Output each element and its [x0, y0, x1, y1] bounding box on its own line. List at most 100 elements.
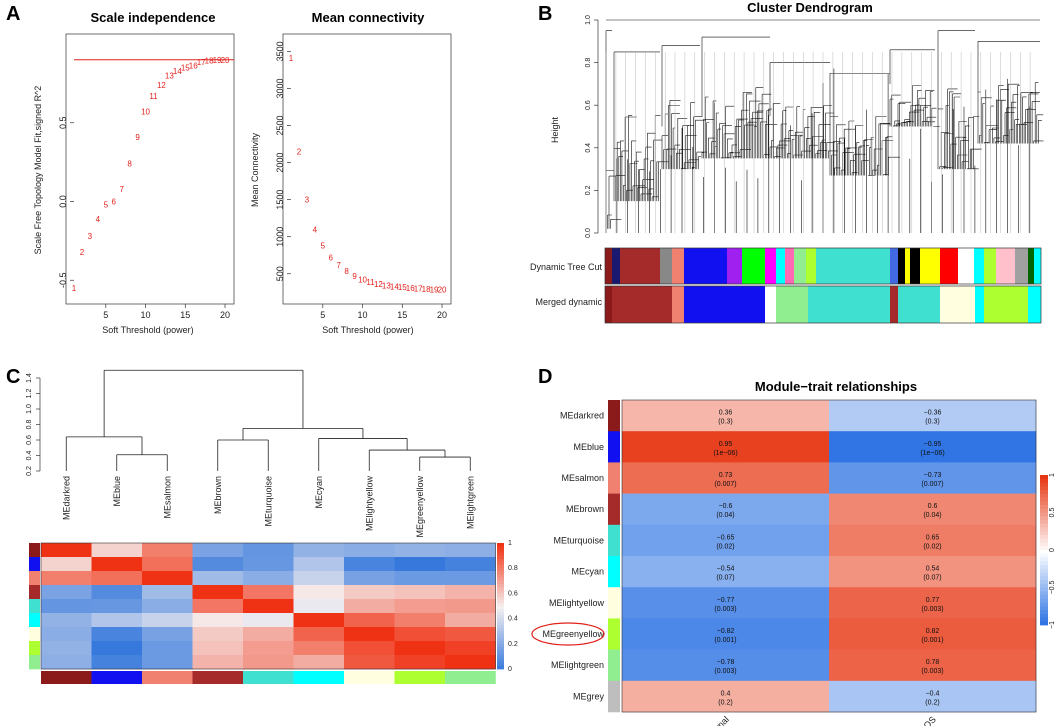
legend-gradient-step: [1040, 520, 1048, 525]
leaf-guides: [605, 51, 1031, 233]
heatmap-frame: [621, 399, 1037, 713]
heatmap-cell: [293, 613, 345, 628]
module-label: MEblue: [573, 442, 604, 452]
heatmap-cell: [344, 599, 395, 614]
heatmap-cell: [91, 641, 143, 656]
module-label: MEturquoise: [263, 476, 273, 527]
correlation-label: −0.95: [924, 441, 942, 448]
heatmap-cell: [243, 613, 294, 628]
legend-tick-label: 0.5: [1049, 508, 1056, 518]
module-color-segment: [672, 248, 684, 284]
legend-gradient-step: [497, 665, 504, 670]
module-label: MElightyellow: [364, 476, 374, 532]
heatmap-cell: [142, 627, 193, 642]
legend-gradient-step: [497, 637, 504, 642]
heatmap-cell: [344, 557, 395, 572]
module-label: MEturquoise: [553, 535, 604, 545]
legend-gradient-step: [497, 624, 504, 629]
data-point-label: 11: [366, 278, 375, 287]
heatmap-cell: [394, 599, 446, 614]
legend-gradient-step: [497, 612, 504, 616]
heatmap-cell: [344, 655, 395, 670]
legend-gradient-step: [497, 628, 504, 632]
heatmap-cell: [192, 599, 244, 614]
data-point-label: 14: [390, 282, 399, 291]
legend-gradient-step: [497, 650, 504, 654]
module-color-segment: [612, 286, 672, 323]
heatmap-cell: [142, 585, 193, 600]
heatmap-cell: [829, 649, 1037, 682]
heatmap-cell: [91, 613, 143, 628]
heatmap-cell: [192, 655, 244, 670]
legend-gradient-step: [1040, 490, 1048, 495]
data-point-label: 16: [189, 61, 198, 70]
legend-tick-label: −0.5: [1049, 580, 1056, 594]
p-value-label: (0.007): [921, 481, 943, 488]
heatmap-cell: [445, 627, 496, 642]
legend-gradient-step: [497, 565, 504, 569]
data-point-label: 18: [205, 57, 214, 66]
module-color-segment: [890, 248, 898, 284]
data-point-label: 3: [305, 196, 310, 205]
heatmap-frame: [40, 542, 496, 670]
correlation-label: −0.36: [924, 410, 942, 417]
y-tick-label: 0.6: [26, 435, 33, 445]
legend-gradient-step: [1040, 527, 1048, 532]
data-point-label: 6: [329, 253, 334, 262]
module-color-block: [293, 671, 345, 684]
legend-gradient-step: [1040, 535, 1048, 540]
plot-frame: [282, 33, 452, 305]
y-tick-label: 0.6: [585, 100, 592, 110]
heatmap-cell: [622, 680, 830, 713]
heatmap-cell: [91, 585, 143, 600]
y-tick-label: 0.0: [585, 228, 592, 238]
legend-gradient-step: [497, 552, 504, 556]
module-color-segment: [684, 286, 765, 323]
data-point-label: 12: [157, 81, 166, 90]
legend-gradient-step: [1040, 516, 1048, 521]
module-color-segment: [794, 248, 806, 284]
correlation-label: 0.77: [926, 597, 940, 604]
heatmap-cell: [445, 543, 496, 558]
legend-gradient-step: [1040, 512, 1048, 517]
heatmap-cell: [344, 613, 395, 628]
module-color-segment: [1034, 248, 1041, 284]
legend-tick-label: 0: [1049, 548, 1056, 552]
legend-gradient-step: [1040, 531, 1048, 536]
heatmap-cell: [344, 641, 395, 656]
data-point-label: 13: [165, 72, 174, 81]
y-tick-label: 0.2: [585, 185, 592, 195]
module-color-segment: [612, 248, 620, 284]
module-color-segment: [1028, 286, 1041, 323]
x-axis-label: Soft Threshold (power): [102, 325, 193, 335]
legend-tick-label: 0.2: [508, 641, 518, 648]
module-label: MEgrey: [573, 691, 605, 701]
data-point-label: 16: [406, 284, 415, 293]
row-label-dynamic-tree-cut: Dynamic Tree Cut: [530, 262, 603, 272]
legend-gradient-step: [497, 662, 504, 667]
heatmap-cell: [622, 649, 830, 682]
data-point-label: 1: [289, 54, 294, 63]
module-label: MElightgreen: [551, 660, 604, 670]
heatmap-cell: [445, 655, 496, 670]
heatmap-cell: [41, 557, 92, 572]
heatmap-cell: [445, 571, 496, 586]
module-color-segment: [672, 286, 684, 323]
module-color-block: [608, 556, 620, 588]
module-color-segment: [898, 248, 905, 284]
chart-title: Scale independence: [91, 10, 216, 25]
heatmap-cell: [829, 462, 1037, 494]
legend-gradient-step: [497, 599, 504, 604]
p-value-label: (0.001): [714, 637, 736, 644]
module-color-segment: [776, 248, 785, 284]
y-tick-label: 0.8: [26, 420, 33, 430]
heatmap-cell: [91, 627, 143, 642]
heatmap-cell: [41, 627, 92, 642]
heatmap-cell: [41, 599, 92, 614]
correlation-label: 0.65: [926, 534, 940, 541]
correlation-label: 0.6: [928, 503, 938, 510]
color-bar-frame: [604, 285, 1042, 324]
legend-gradient-step: [497, 606, 504, 610]
heatmap-cell: [91, 571, 143, 586]
